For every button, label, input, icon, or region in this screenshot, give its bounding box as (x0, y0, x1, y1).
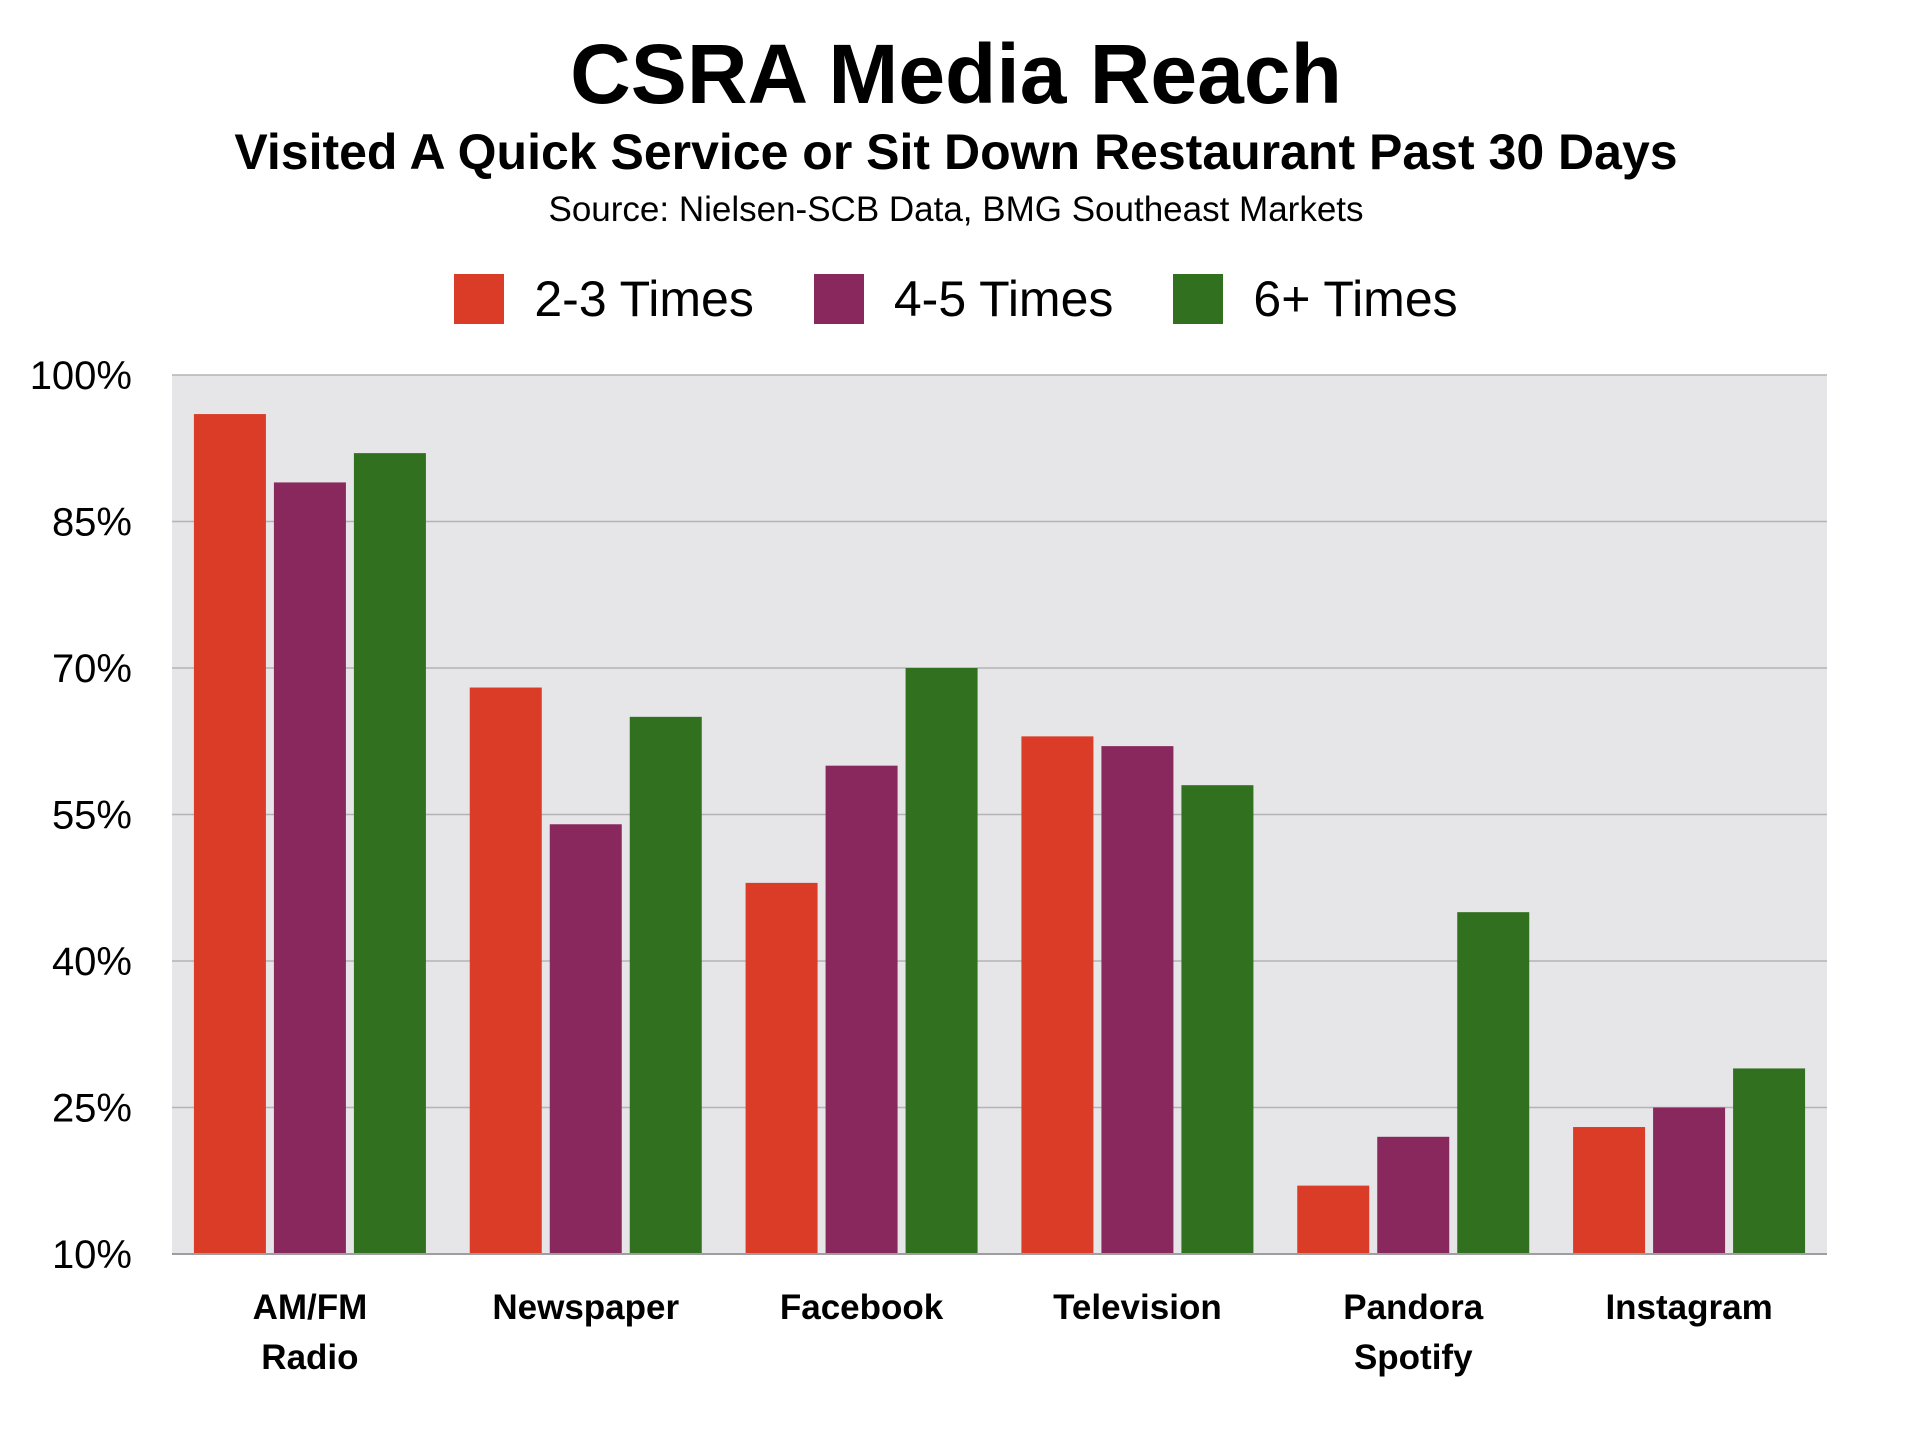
bar (1733, 1068, 1806, 1254)
bar (825, 765, 898, 1254)
bar (1021, 736, 1094, 1254)
bar (905, 668, 978, 1254)
bar (273, 482, 346, 1254)
bar (745, 882, 818, 1254)
x-tick-label: Pandora Spotify (1343, 1288, 1484, 1377)
bar (1377, 1136, 1450, 1254)
x-tick-label: Instagram (1605, 1288, 1772, 1327)
y-tick-label: 25% (52, 1087, 132, 1131)
legend-item-6-plus-times: 6+ Times (1173, 270, 1458, 328)
y-tick-label: 85% (52, 501, 132, 545)
x-tick-label: Facebook (780, 1288, 944, 1327)
x-tick-label: Television (1053, 1288, 1222, 1327)
bar (1101, 746, 1174, 1254)
bar (1457, 912, 1530, 1254)
y-tick-label: 70% (52, 647, 132, 691)
bar (629, 716, 702, 1254)
y-tick-label: 55% (52, 794, 132, 838)
bar (1297, 1185, 1370, 1254)
legend-label-4-5-times: 4-5 Times (893, 271, 1114, 327)
y-tick-label: 40% (52, 940, 132, 984)
x-tick-label: Newspaper (492, 1288, 679, 1327)
bar (1653, 1107, 1726, 1254)
bar (549, 824, 622, 1254)
y-tick-label: 100% (30, 354, 132, 398)
chart-title: CSRA Media Reach (570, 27, 1342, 121)
legend-swatch-6-plus-times (1173, 274, 1224, 324)
bar (1181, 785, 1254, 1254)
legend-item-2-3-times: 2-3 Times (454, 270, 754, 328)
legend-label-6-plus-times: 6+ Times (1253, 271, 1458, 327)
legend-swatch-4-5-times (813, 274, 864, 324)
bar (469, 687, 542, 1254)
chart-subtitle: Visited A Quick Service or Sit Down Rest… (234, 124, 1678, 180)
bar (1573, 1127, 1646, 1254)
legend-swatch-2-3-times (454, 274, 505, 324)
legend-item-4-5-times: 4-5 Times (813, 270, 1114, 328)
y-tick-label: 10% (52, 1233, 132, 1277)
bar (193, 414, 266, 1255)
x-tick-label: AM/FM Radio (253, 1288, 368, 1377)
bar (353, 453, 426, 1255)
chart-source-note: Source: Nielsen-SCB Data, BMG Southeast … (548, 190, 1364, 229)
legend-label-2-3-times: 2-3 Times (534, 271, 754, 327)
chart-legend: 2-3 Times 4-5 Times 6+ Times (0, 270, 1912, 328)
